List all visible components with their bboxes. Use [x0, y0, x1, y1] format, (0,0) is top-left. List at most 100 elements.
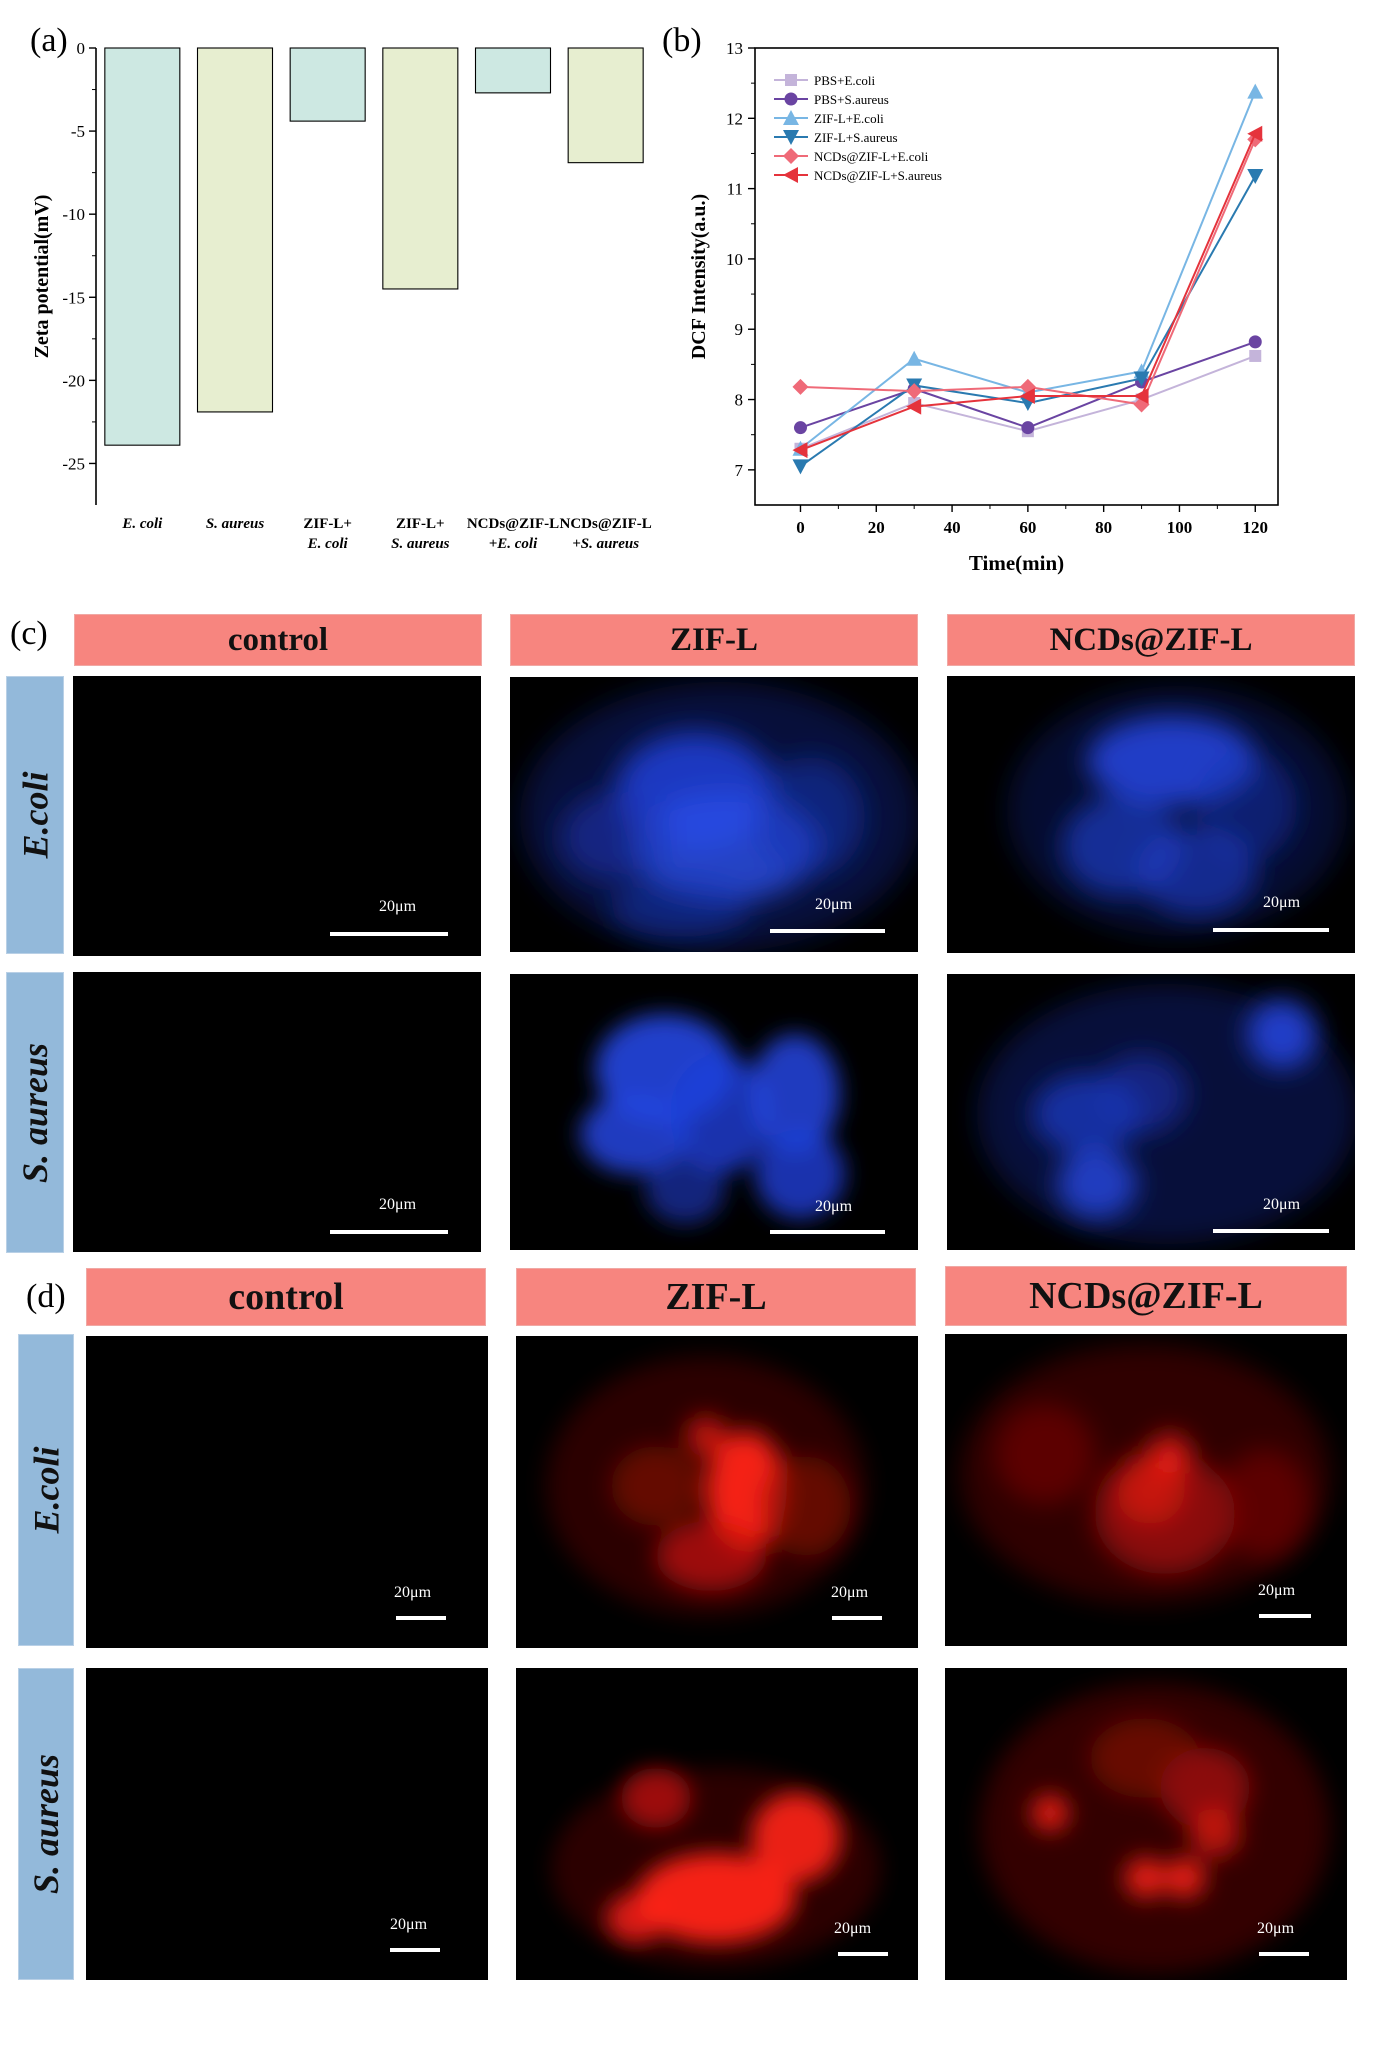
x-tick-label: 40 [944, 518, 961, 537]
dcf-line-chart: 7 8 9 10 11 12 13 0 20 40 60 80 100 120 Time(min) DCF I… [688, 39, 1279, 575]
x-tick-label: 60 [1019, 518, 1036, 537]
x-tick-label: E. coli [307, 536, 349, 552]
x-tick-label: E. coli [121, 516, 163, 532]
scale-bar-label: 20μm [1258, 1582, 1296, 1599]
data-point [1019, 378, 1036, 395]
legend-marker [783, 167, 798, 183]
y-tick-label: 13 [726, 39, 743, 58]
y-tick-label: 7 [735, 461, 744, 480]
fluorescence-stain [977, 984, 1355, 1244]
bar [474, 47, 552, 94]
x-tick-label: 80 [1095, 518, 1112, 537]
scale-bar-label: 20μm [1257, 1920, 1295, 1937]
x-tick-label: ZIF-L+ [303, 516, 352, 532]
micrograph-c-ecoli-zif-l: 20μm [510, 677, 918, 952]
scale-bar [770, 929, 885, 933]
scale-bar-label: 20μm [379, 1196, 417, 1213]
legend-label: PBS+S.aureus [814, 92, 889, 107]
data-point [906, 398, 922, 415]
fluorescence-stain [580, 1014, 845, 1224]
x-tick-label: NCDs@ZIF-L [560, 516, 652, 532]
bar [289, 47, 366, 122]
legend-label: ZIF-L+E.coli [814, 111, 884, 126]
x-tick-label: ZIF-L+ [396, 516, 445, 532]
y-tick-label: 8 [735, 391, 744, 410]
panel-d-header-ncds-zif-l: NCDs@ZIF-L [945, 1266, 1347, 1326]
series-5 [792, 125, 1263, 459]
micrograph-c-saureus-control: 20μm [73, 972, 481, 1252]
data-point [1133, 388, 1149, 405]
panel-d-row-label-ecoli: E.coli [18, 1334, 74, 1646]
data-point [792, 459, 809, 475]
micrograph-c-saureus-ncds-zif-l: 20μm [947, 974, 1355, 1250]
panel-c-row-label-ecoli-text: E.coli [15, 771, 55, 859]
y-axis-title: DCF Intensity(a.u.) [688, 194, 710, 359]
x-tick-label: S. aureus [206, 516, 265, 532]
data-point [1247, 125, 1263, 142]
panel-label-d: (d) [26, 1278, 66, 1315]
data-point [906, 383, 923, 400]
panel-d-row-label-saureus: S. aureus [18, 1668, 74, 1980]
legend-label: NCDs@ZIF-L+S.aureus [814, 168, 942, 183]
micrograph-d-saureus-ncds-zif-l: 20μm [945, 1668, 1347, 1980]
scale-bar [396, 1616, 446, 1620]
panel-c-header-zif-l: ZIF-L [510, 614, 918, 666]
scale-bar-label: 20μm [831, 1584, 869, 1601]
data-point [793, 421, 807, 435]
bar [567, 47, 644, 164]
data-point [1249, 349, 1262, 362]
data-point [1248, 335, 1262, 349]
y-tick-label: 9 [735, 320, 744, 339]
panel-c-row-label-saureus: S. aureus [6, 972, 64, 1253]
scale-bar [1213, 1229, 1329, 1233]
fluorescence-stain [520, 682, 918, 952]
scale-bar [1259, 1614, 1311, 1618]
panel-label-b: (b) [662, 22, 702, 59]
data-point [1247, 83, 1264, 99]
panel-d-header-zif-l: ZIF-L [516, 1268, 916, 1326]
micrograph-c-saureus-zif-l: 20μm [510, 974, 918, 1250]
scale-bar [1213, 928, 1329, 932]
legend-marker [783, 130, 799, 145]
scale-bar [330, 1230, 448, 1234]
bar [382, 47, 459, 290]
legend-label: ZIF-L+S.aureus [814, 130, 898, 145]
scale-bar-label: 20μm [394, 1584, 432, 1601]
panel-c-row-label-ecoli: E.coli [6, 676, 64, 954]
x-tick-label: 20 [868, 518, 885, 537]
micrograph-d-saureus-zif-l: 20μm [516, 1668, 918, 1980]
x-tick-label: NCDs@ZIF-L [467, 516, 559, 532]
y-tick-label: -20 [62, 371, 85, 390]
legend-marker [785, 74, 797, 86]
micrograph-d-ecoli-zif-l: 20μm [516, 1336, 918, 1648]
scale-bar-label: 20μm [815, 896, 853, 913]
panel-label-a: (a) [30, 22, 68, 59]
y-tick-label: -25 [62, 454, 85, 473]
scale-bar-label: 20μm [1263, 1196, 1301, 1213]
panel-c-row-label-saureus-text: S. aureus [15, 1042, 55, 1183]
x-tick-label: 120 [1243, 518, 1269, 537]
scale-bar [832, 1616, 882, 1620]
x-tick-label: S. aureus [391, 536, 450, 552]
micrograph-c-ecoli-ncds-zif-l: 20μm [947, 676, 1355, 953]
y-tick-label: -5 [71, 122, 85, 141]
y-tick-label: -10 [62, 205, 85, 224]
panel-d-row-label-saureus-text: S. aureus [26, 1753, 66, 1895]
legend-marker [784, 92, 798, 106]
scale-bar-label: 20μm [390, 1916, 428, 1933]
legend-marker [783, 110, 799, 125]
bar [104, 47, 181, 446]
bar [196, 47, 274, 413]
scale-bar [770, 1230, 885, 1234]
scale-bar-label: 20μm [834, 1920, 872, 1937]
fluorescence-stain [960, 1344, 1330, 1604]
legend-marker [783, 148, 799, 164]
data-point [906, 350, 923, 366]
fluorescence-stain [546, 1356, 866, 1616]
plot-frame [754, 47, 1279, 506]
x-tick-label: 0 [796, 518, 805, 537]
micrograph-d-saureus-control: 20μm [86, 1668, 488, 1980]
data-point [792, 442, 808, 459]
y-tick-label: 10 [726, 250, 743, 269]
panel-label-c: (c) [10, 615, 48, 652]
